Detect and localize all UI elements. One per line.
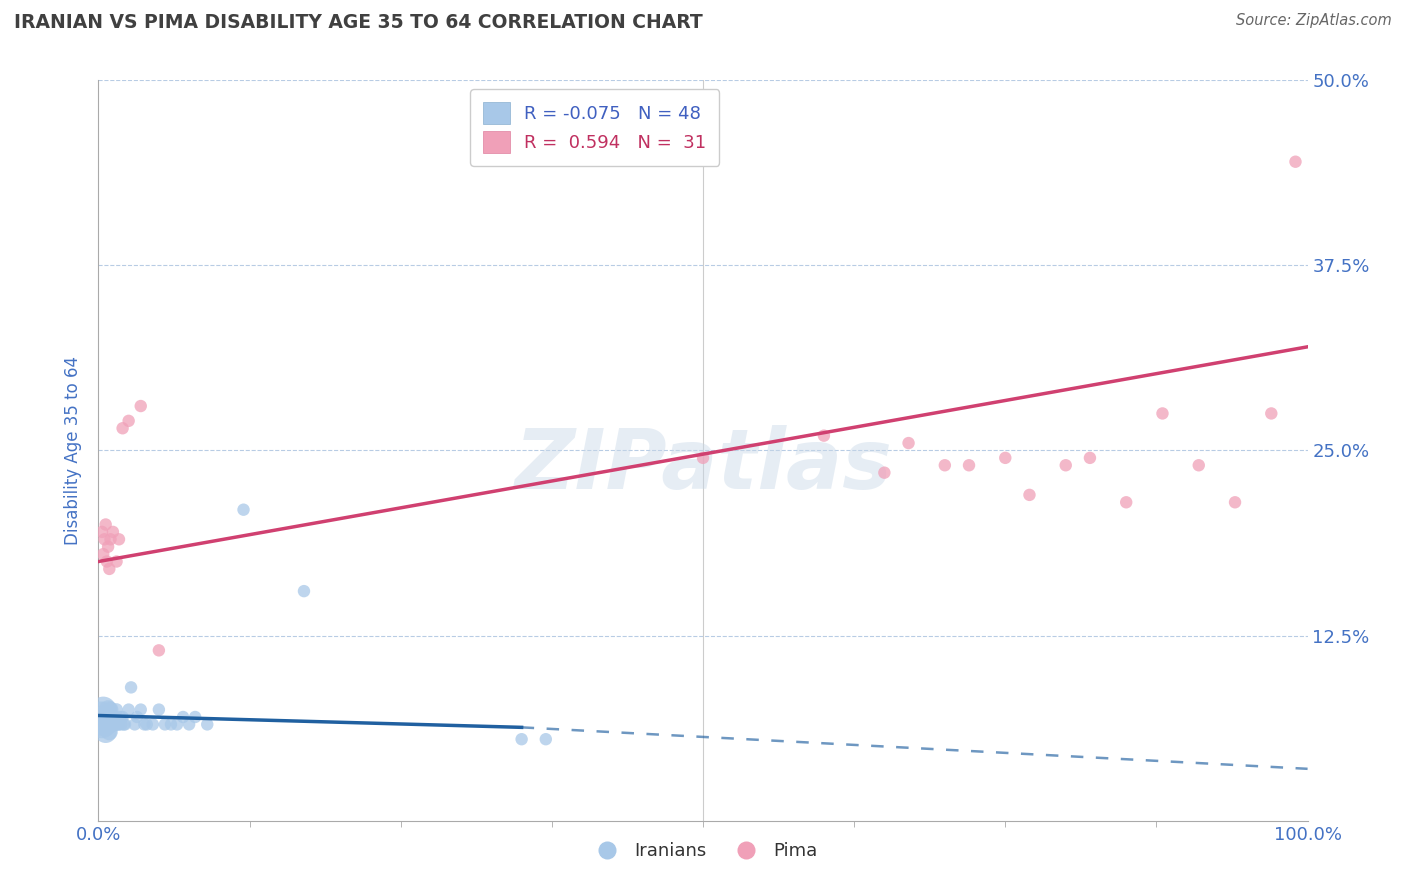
- Point: [108, 710, 131, 724]
- Point: [108, 717, 131, 731]
- Point: [134, 717, 156, 731]
- Point: [94, 517, 117, 532]
- Point: [957, 458, 980, 473]
- Point: [98, 710, 121, 724]
- Point: [105, 703, 128, 717]
- Point: [101, 717, 124, 731]
- Point: [93, 717, 115, 731]
- Point: [1078, 450, 1101, 465]
- Point: [107, 717, 129, 731]
- Y-axis label: Disability Age 35 to 64: Disability Age 35 to 64: [65, 356, 83, 545]
- Point: [104, 717, 127, 731]
- Point: [93, 710, 115, 724]
- Point: [873, 466, 896, 480]
- Point: [129, 399, 152, 413]
- Point: [97, 540, 120, 554]
- Point: [100, 533, 122, 547]
- Point: [97, 703, 120, 717]
- Point: [934, 458, 956, 473]
- Point: [108, 533, 131, 547]
- Point: [112, 717, 135, 731]
- Point: [96, 710, 118, 724]
- Point: [91, 717, 114, 731]
- Point: [813, 428, 835, 442]
- Point: [129, 703, 152, 717]
- Point: [1188, 458, 1211, 473]
- Point: [100, 703, 122, 717]
- Point: [103, 710, 125, 724]
- Point: [510, 732, 533, 747]
- Point: [160, 717, 183, 731]
- Point: [1152, 407, 1174, 421]
- Text: IRANIAN VS PIMA DISABILITY AGE 35 TO 64 CORRELATION CHART: IRANIAN VS PIMA DISABILITY AGE 35 TO 64 …: [14, 13, 703, 32]
- Point: [91, 524, 114, 539]
- Text: Source: ZipAtlas.com: Source: ZipAtlas.com: [1236, 13, 1392, 29]
- Point: [1018, 488, 1040, 502]
- Point: [111, 421, 134, 435]
- Legend: Iranians, Pima: Iranians, Pima: [582, 835, 824, 867]
- Point: [1260, 407, 1282, 421]
- Text: ZIPatlas: ZIPatlas: [515, 425, 891, 506]
- Point: [94, 724, 117, 739]
- Point: [1054, 458, 1077, 473]
- Point: [110, 717, 132, 731]
- Point: [994, 450, 1017, 465]
- Point: [111, 710, 134, 724]
- Point: [94, 717, 117, 731]
- Point: [148, 643, 170, 657]
- Point: [172, 710, 194, 724]
- Point: [97, 717, 120, 731]
- Point: [897, 436, 920, 450]
- Point: [101, 524, 124, 539]
- Point: [118, 703, 141, 717]
- Point: [148, 703, 170, 717]
- Point: [153, 717, 176, 731]
- Point: [91, 703, 114, 717]
- Point: [692, 450, 714, 465]
- Point: [179, 717, 201, 731]
- Point: [1223, 495, 1246, 509]
- Point: [100, 717, 122, 731]
- Point: [142, 717, 165, 731]
- Point: [127, 710, 149, 724]
- Point: [100, 710, 122, 724]
- Point: [96, 717, 118, 731]
- Point: [124, 717, 146, 731]
- Point: [1284, 154, 1306, 169]
- Point: [98, 724, 121, 739]
- Point: [93, 533, 115, 547]
- Point: [120, 681, 142, 695]
- Point: [166, 717, 188, 731]
- Point: [100, 717, 122, 731]
- Point: [195, 717, 218, 731]
- Point: [91, 547, 114, 561]
- Point: [96, 555, 118, 569]
- Point: [184, 710, 207, 724]
- Point: [118, 414, 141, 428]
- Point: [105, 555, 128, 569]
- Point: [292, 584, 315, 599]
- Point: [98, 562, 121, 576]
- Point: [114, 717, 136, 731]
- Point: [1115, 495, 1137, 509]
- Point: [232, 502, 254, 516]
- Point: [534, 732, 557, 747]
- Point: [135, 717, 157, 731]
- Point: [90, 710, 112, 724]
